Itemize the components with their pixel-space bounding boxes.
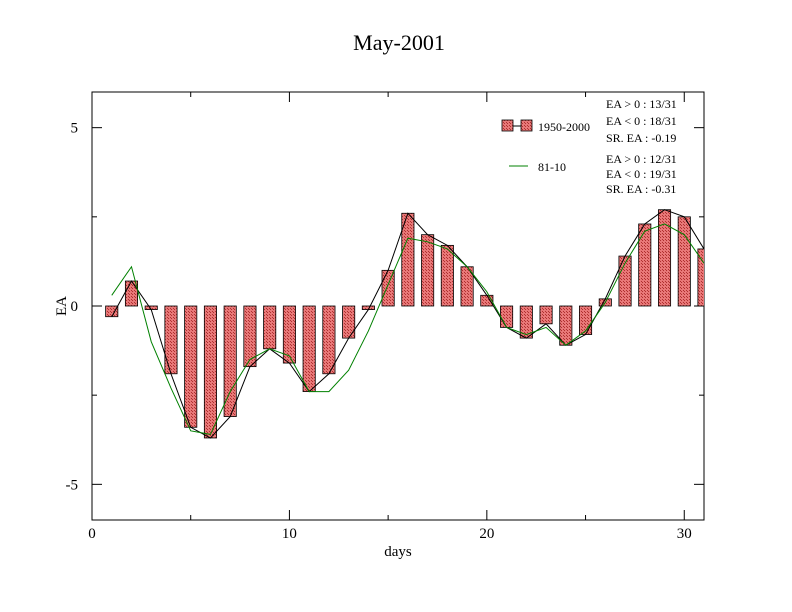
bar xyxy=(697,248,704,307)
legend-swatch-bar-left xyxy=(501,119,514,132)
x-axis-label: days xyxy=(384,544,412,560)
line-series xyxy=(111,209,704,439)
bar-series-1950-2000 xyxy=(105,209,704,439)
legend-stat-negative: EA < 0 : 18/31 xyxy=(606,114,677,128)
legend-stat-positive: EA > 0 : 12/31 xyxy=(606,152,677,166)
bar xyxy=(184,305,198,428)
bar xyxy=(559,305,573,346)
chart-title: May-2001 xyxy=(353,30,445,55)
x-tick-label: 20 xyxy=(479,526,494,542)
legend-stats-81-10: EA > 0 : 12/31 EA < 0 : 19/31 SR. EA : -… xyxy=(606,152,677,196)
bar xyxy=(677,216,691,307)
x-tick-label: 10 xyxy=(282,526,297,542)
legend-entry-81-10: 81-10 xyxy=(509,160,566,174)
y-tick-label: -5 xyxy=(66,477,79,493)
y-axis-label: EA xyxy=(54,296,70,316)
legend-stat-sr: SR. EA : -0.19 xyxy=(606,131,676,145)
legend-label-81-10: 81-10 xyxy=(538,160,566,174)
bar xyxy=(440,244,454,307)
x-tick-label: 0 xyxy=(88,526,96,542)
axes: 0 10 20 30 5 0 -5 xyxy=(66,92,704,542)
legend-stats-1950-2000: EA > 0 : 13/31 EA < 0 : 18/31 SR. EA : -… xyxy=(606,97,677,145)
line-81-10 xyxy=(111,223,704,435)
legend: 1950-2000 EA > 0 : 13/31 EA < 0 : 18/31 … xyxy=(501,97,677,196)
line-1950-2000 xyxy=(111,209,704,439)
bar xyxy=(480,294,494,307)
bar xyxy=(203,305,217,439)
bar xyxy=(164,305,178,375)
bar xyxy=(263,305,277,350)
legend-stat-positive: EA > 0 : 13/31 xyxy=(606,97,677,111)
y-tick-label: 5 xyxy=(71,121,79,137)
bar xyxy=(421,234,435,307)
legend-stat-negative: EA < 0 : 19/31 xyxy=(606,167,677,181)
legend-swatch-bar-right xyxy=(520,119,533,132)
bar xyxy=(302,305,316,392)
bar xyxy=(500,305,514,328)
x-tick-label: 30 xyxy=(677,526,692,542)
bar xyxy=(322,305,336,375)
legend-stat-sr: SR. EA : -0.31 xyxy=(606,182,676,196)
bar xyxy=(342,305,356,339)
legend-entry-1950-2000: 1950-2000 xyxy=(501,119,590,134)
legend-label-1950-2000: 1950-2000 xyxy=(538,120,590,134)
bar xyxy=(638,223,652,307)
bar xyxy=(539,305,553,325)
bar xyxy=(105,305,119,318)
y-tick-label: 0 xyxy=(71,299,79,315)
